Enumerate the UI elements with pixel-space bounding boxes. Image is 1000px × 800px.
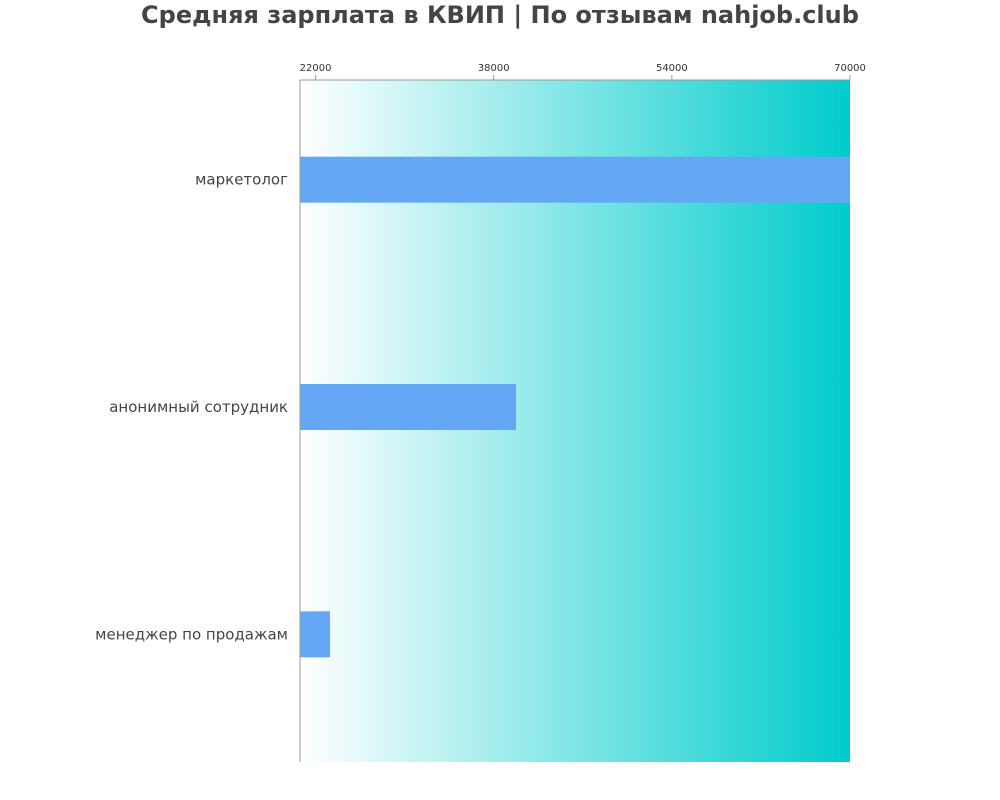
category-label: анонимный сотрудник	[109, 398, 288, 416]
category-label: маркетолог	[195, 171, 288, 189]
bars-group	[300, 156, 850, 658]
x-tick-label: 70000	[834, 63, 866, 74]
bar	[300, 384, 516, 430]
x-tick-label: 38000	[478, 63, 510, 74]
bar	[300, 156, 850, 203]
chart-title: Средняя зарплата в КВИП | По отзывам nah…	[141, 1, 859, 29]
bar	[300, 611, 331, 658]
x-axis-ticks: 22000 38000 54000 70000	[300, 63, 866, 80]
category-labels: маркетолог анонимный сотрудник менеджер по…	[95, 171, 288, 644]
category-label: менеджер по продажам	[95, 625, 288, 643]
x-tick-label: 54000	[656, 63, 688, 74]
x-tick-label: 22000	[300, 63, 332, 74]
